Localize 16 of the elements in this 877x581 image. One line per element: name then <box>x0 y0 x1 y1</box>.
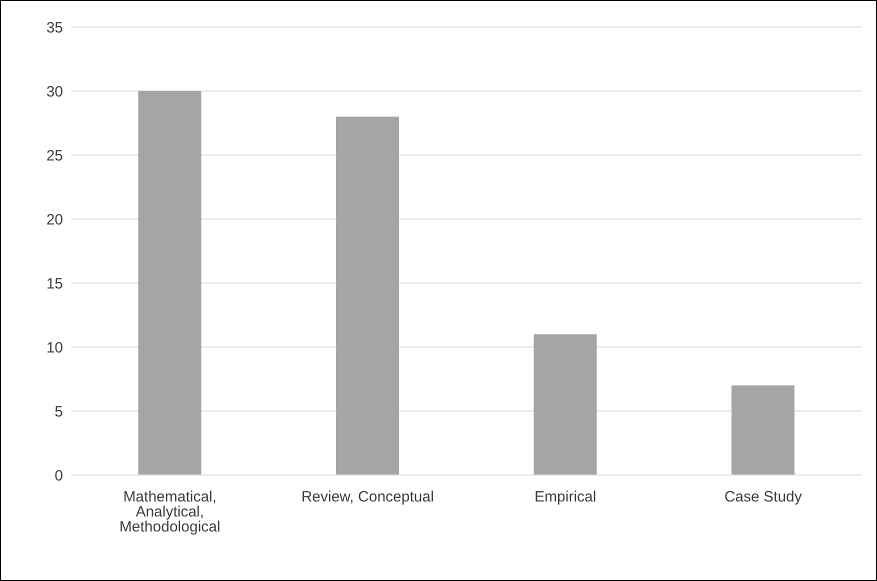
bar <box>731 385 794 475</box>
y-tick-label: 20 <box>46 211 63 228</box>
x-tick-label: Case Study <box>724 488 802 506</box>
bar <box>534 334 597 475</box>
y-tick-label: 10 <box>46 339 63 356</box>
y-tick-label: 5 <box>54 403 63 420</box>
bar <box>336 116 399 475</box>
y-tick-label: 30 <box>46 83 63 100</box>
bar <box>138 91 202 475</box>
y-tick-label: 0 <box>54 467 63 484</box>
x-tick-label: Empirical <box>534 488 596 506</box>
y-tick-label: 35 <box>46 19 63 36</box>
x-tick-label: Mathematical, Analytical, Methodological <box>119 488 220 536</box>
y-tick-label: 25 <box>46 147 63 164</box>
y-tick-label: 15 <box>46 275 63 292</box>
x-tick-label: Review, Conceptual <box>301 488 434 506</box>
